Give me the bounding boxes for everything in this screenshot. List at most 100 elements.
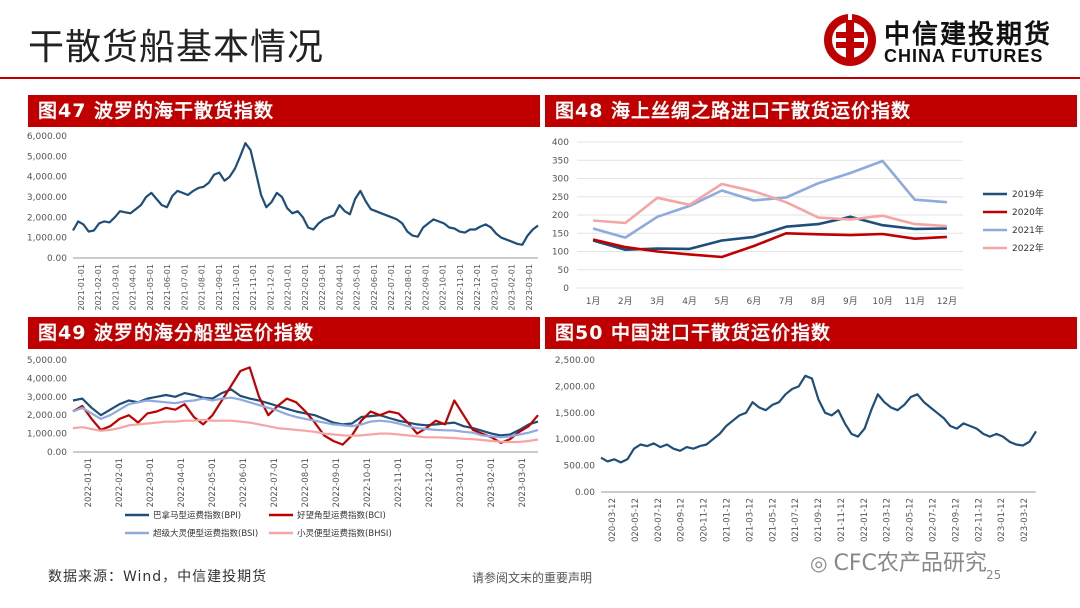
x-tick-label: 2023-01-01	[456, 458, 466, 507]
y-tick-label: 2,500.00	[555, 356, 595, 366]
x-tick-label: 2022-09-01	[421, 264, 430, 311]
x-tick-label: 2021-08-01	[198, 264, 207, 311]
x-tick-label: 2022-03-12	[883, 498, 893, 542]
wechat-icon: ◎	[810, 551, 828, 575]
wechat-watermark: ◎ CFC农产品研究	[810, 545, 987, 577]
y-tick-label: 2,000.00	[555, 382, 595, 392]
x-tick-label: 11月	[905, 296, 925, 307]
panel-49-header: 图49 波罗的海分船型运价指数	[28, 317, 540, 349]
series-line	[72, 388, 539, 437]
panel-50-header: 图50 中国进口干散货运价指数	[545, 317, 1077, 349]
y-tick-label: 1,000.00	[555, 435, 595, 445]
x-tick-label: 2月	[618, 296, 633, 307]
series-line	[592, 159, 948, 239]
x-tick-label: 2022-11-12	[974, 498, 984, 542]
x-tick-label: 2022-01-01	[284, 264, 293, 311]
legend-label: 小灵便型运费指数(BHSI)	[297, 528, 392, 539]
x-tick-label: 2023-01-01	[490, 264, 499, 311]
source-note: 数据来源：Wind，中信建投期货	[48, 569, 268, 585]
x-tick-label: 2023-01-12	[997, 498, 1007, 542]
y-tick-label: 4,000.00	[27, 173, 67, 183]
x-tick-label: 2022-04-01	[177, 458, 187, 507]
series-line	[72, 396, 539, 439]
chart-bdi: 0.00 1,000.00 2,000.00 3,000.00 4,000.00 5,00…	[27, 132, 539, 311]
x-tick-label: 2021-09-01	[215, 264, 224, 311]
series-line	[72, 142, 539, 246]
x-tick-label: 2020-09-12	[677, 498, 687, 542]
legend-label: 好望角型运费指数(BCI)	[297, 510, 386, 521]
x-tick-label: 2022-08-01	[301, 458, 311, 507]
y-tick-label: 350	[552, 156, 569, 166]
legend-label: 巴拿马型运费指数(BPI)	[153, 510, 241, 521]
logo-cn: 中信建投期货	[884, 20, 1053, 50]
x-tick-label: 2023-03-12	[1020, 498, 1030, 542]
logo-en: CHINA FUTURES	[884, 46, 1044, 66]
x-tick-label: 2020-05-12	[631, 498, 641, 542]
page-number: 25	[986, 568, 1002, 582]
x-tick-label: 2022-09-12	[951, 498, 961, 542]
chart-cdfi: 0.00 500.00 1,000.00 1,500.00 2,000.00 2,500.…	[555, 356, 1037, 542]
y-tick-label: 400	[552, 138, 569, 148]
x-tick-label: 2022-11-01	[456, 264, 465, 311]
x-tick-label: 2022-07-12	[929, 498, 939, 542]
y-tick-label: 2,000.00	[27, 411, 67, 421]
x-tick-label: 2021-01-01	[77, 264, 86, 311]
x-tick-label: 2023-02-01	[487, 458, 497, 507]
x-tick-label: 2021-09-12	[814, 498, 824, 542]
x-tick-label: 2021-07-01	[180, 264, 189, 311]
title-rule	[0, 77, 1080, 79]
x-tick-label: 1月	[586, 296, 601, 307]
x-tick-label: 2021-07-12	[791, 498, 801, 542]
x-tick-label: 2022-12-01	[425, 458, 435, 507]
series-line	[72, 366, 539, 446]
x-tick-label: 2022-12-01	[473, 264, 482, 311]
y-tick-label: 0.00	[575, 488, 595, 498]
x-tick-label: 2022-04-01	[335, 264, 344, 311]
x-tick-label: 2021-04-01	[129, 264, 138, 311]
x-tick-label: 5月	[714, 296, 729, 307]
y-tick-label: 5,000.00	[27, 152, 67, 162]
x-tick-label: 2022-10-01	[439, 264, 448, 311]
legend-label: 2022年	[1012, 242, 1044, 254]
x-tick-label: 2022-06-01	[370, 264, 379, 311]
y-tick-label: 500.00	[564, 462, 596, 472]
x-tick-label: 2022-01-01	[84, 458, 94, 507]
x-tick-label: 2022-02-01	[115, 458, 125, 507]
x-tick-label: 2022-10-01	[363, 458, 373, 507]
legend-label: 2020年	[1012, 206, 1044, 218]
chart-silk-road: 0 50 100 150 200 250 300 350 400 1月 2月 3月 4月 5月 6月 7月 8月…	[552, 138, 1044, 307]
y-tick-label: 3,000.00	[27, 193, 67, 203]
x-tick-label: 8月	[811, 296, 826, 307]
y-tick-label: 150	[552, 229, 569, 239]
x-tick-label: 2022-02-01	[301, 264, 310, 311]
y-tick-label: 6,000.00	[27, 132, 67, 142]
x-tick-label: 2023-03-01	[525, 264, 534, 311]
y-tick-label: 4,000.00	[27, 374, 67, 384]
x-tick-label: 2022-05-01	[208, 458, 218, 507]
y-tick-label: 1,000.00	[27, 234, 67, 244]
x-tick-label: 9月	[843, 296, 858, 307]
y-tick-label: 5,000.00	[27, 356, 67, 366]
y-tick-label: 50	[558, 266, 570, 276]
y-tick-label: 2,000.00	[27, 213, 67, 223]
x-tick-label: 2021-03-01	[111, 264, 120, 311]
series-line	[592, 182, 947, 228]
x-tick-label: 2021-06-01	[163, 264, 172, 311]
y-tick-label: 0	[563, 284, 569, 294]
x-tick-label: 2021-11-12	[837, 498, 847, 542]
y-tick-label: 300	[552, 175, 569, 185]
x-tick-label: 2021-10-01	[232, 264, 241, 311]
y-tick-label: 100	[552, 248, 569, 258]
x-tick-label: 2020-07-12	[654, 498, 664, 542]
disclaimer: 请参阅文末的重要声明	[472, 571, 593, 585]
y-tick-label: 3,000.00	[27, 393, 67, 403]
x-tick-label: 10月	[872, 296, 892, 307]
y-tick-label: 1,000.00	[27, 430, 67, 440]
citic-logo-icon	[824, 12, 876, 66]
y-tick-label: 0.00	[47, 448, 67, 458]
x-tick-label: 2021-01-12	[722, 498, 732, 542]
x-tick-label: 2022-07-01	[387, 264, 396, 311]
legend-label: 2021年	[1012, 224, 1044, 236]
x-tick-label: 2020-11-12	[700, 498, 710, 542]
series-line	[592, 215, 947, 251]
